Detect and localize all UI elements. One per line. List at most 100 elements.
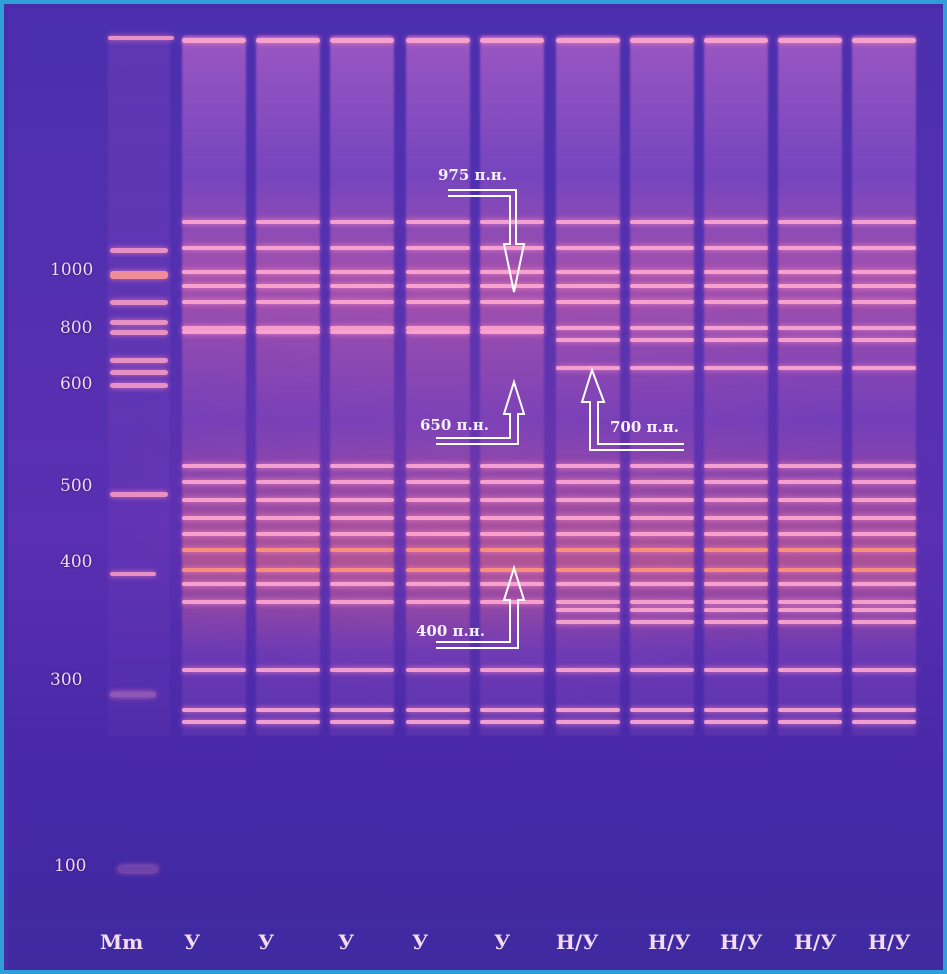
dna-band <box>406 270 470 274</box>
dna-band <box>330 284 394 288</box>
dna-band <box>852 300 916 304</box>
dna-band <box>256 300 320 304</box>
dna-band <box>778 284 842 288</box>
dna-band <box>330 498 394 502</box>
dna-band <box>778 668 842 672</box>
dna-band <box>406 582 470 586</box>
dna-band <box>852 270 916 274</box>
lane-label-3: У <box>338 930 355 954</box>
dna-band <box>778 464 842 468</box>
dna-band <box>556 270 620 274</box>
dna-band <box>330 568 394 572</box>
dna-band <box>406 600 470 604</box>
dna-band <box>704 600 768 604</box>
dna-band <box>556 582 620 586</box>
dna-band <box>256 600 320 604</box>
dna-band <box>630 246 694 250</box>
dna-band <box>852 284 916 288</box>
dna-band <box>330 548 394 552</box>
dna-band <box>256 582 320 586</box>
dna-band <box>630 600 694 604</box>
dna-band <box>480 568 544 572</box>
dna-band <box>852 220 916 224</box>
dna-band <box>406 38 470 43</box>
dna-band <box>704 720 768 724</box>
dna-band <box>556 620 620 624</box>
dna-band <box>330 38 394 43</box>
lane-label-2: У <box>258 930 275 954</box>
dna-band <box>630 620 694 624</box>
dna-band <box>704 220 768 224</box>
dna-band <box>330 270 394 274</box>
dna-band <box>480 668 544 672</box>
dna-band <box>630 338 694 342</box>
dna-band <box>556 568 620 572</box>
lane-label-mm: Mm <box>100 930 144 954</box>
dna-band <box>480 246 544 250</box>
dna-band <box>330 600 394 604</box>
dna-band <box>556 608 620 612</box>
dna-band <box>704 548 768 552</box>
dna-band <box>704 532 768 536</box>
marker-band <box>110 330 168 335</box>
dna-band <box>330 330 394 334</box>
dna-band <box>630 668 694 672</box>
dna-band <box>778 480 842 484</box>
dna-band <box>182 548 246 552</box>
marker-label-800: 800 <box>60 318 93 338</box>
arrow-400 <box>436 564 526 649</box>
dna-band <box>182 284 246 288</box>
dna-band <box>852 38 916 43</box>
dna-band <box>182 582 246 586</box>
sample-lane-1 <box>182 36 246 736</box>
dna-band <box>182 600 246 604</box>
dna-band <box>630 608 694 612</box>
dna-band <box>556 708 620 712</box>
dna-band <box>406 532 470 536</box>
dna-band <box>778 708 842 712</box>
dna-band <box>256 246 320 250</box>
dna-band <box>480 300 544 304</box>
dna-band <box>778 548 842 552</box>
gel-image: 1000 800 600 500 400 300 100 975 п.н. 65… <box>8 8 943 970</box>
dna-band <box>556 720 620 724</box>
dna-band <box>704 608 768 612</box>
dna-band <box>480 326 544 330</box>
dna-band <box>182 498 246 502</box>
lane-label-4: У <box>412 930 429 954</box>
dna-band <box>256 548 320 552</box>
dna-band <box>406 326 470 330</box>
dna-band <box>182 464 246 468</box>
dna-band <box>182 668 246 672</box>
dna-band <box>630 548 694 552</box>
marker-label-600: 600 <box>60 374 93 394</box>
dna-band <box>778 220 842 224</box>
dna-band <box>852 568 916 572</box>
dna-band <box>852 600 916 604</box>
dna-band <box>704 498 768 502</box>
dna-band <box>406 516 470 520</box>
dna-band <box>704 668 768 672</box>
dna-band <box>556 366 620 370</box>
dna-band <box>852 532 916 536</box>
dna-band <box>406 220 470 224</box>
dna-band <box>330 516 394 520</box>
dna-band <box>704 582 768 586</box>
dna-band <box>256 270 320 274</box>
dna-band <box>480 720 544 724</box>
dna-band <box>704 366 768 370</box>
dna-band <box>556 338 620 342</box>
dna-band <box>256 284 320 288</box>
dna-band <box>852 708 916 712</box>
dna-band <box>704 284 768 288</box>
sample-lane-9 <box>778 36 842 736</box>
dna-band <box>778 38 842 43</box>
dna-band <box>704 326 768 330</box>
marker-band <box>110 370 168 375</box>
dna-band <box>556 464 620 468</box>
dna-band <box>330 668 394 672</box>
annotation-arrows <box>436 189 684 649</box>
dna-band <box>480 480 544 484</box>
dna-band <box>330 582 394 586</box>
annotation-975: 975 п.н. <box>438 166 507 184</box>
